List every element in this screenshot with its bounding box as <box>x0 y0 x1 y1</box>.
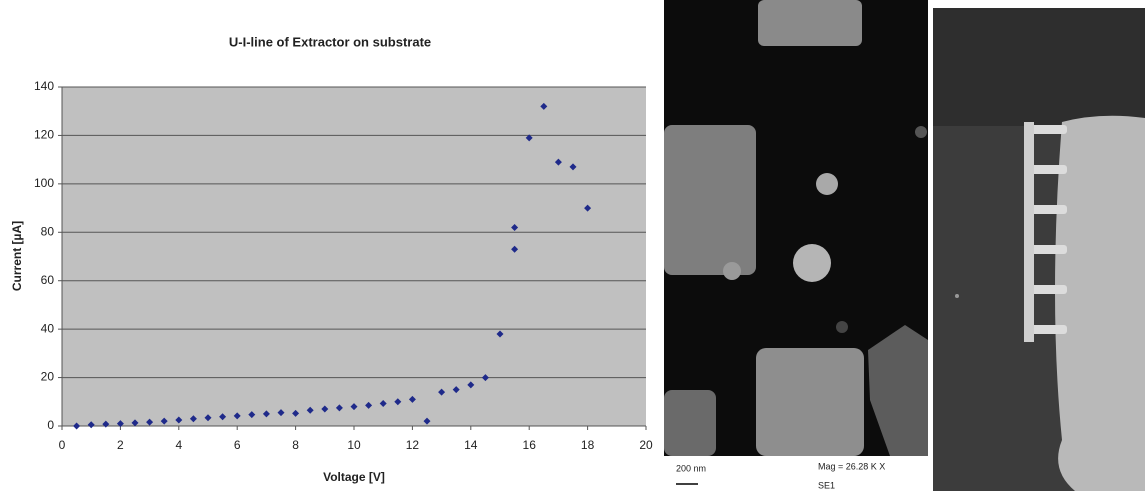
x-tick-label: 0 <box>59 438 66 452</box>
point <box>87 421 95 429</box>
x-tick-label: 16 <box>523 438 537 452</box>
y-tick-label: 40 <box>41 321 55 335</box>
y-tick-label: 80 <box>41 224 55 238</box>
point <box>335 404 343 412</box>
point <box>262 410 270 418</box>
point <box>116 420 124 428</box>
x-tick-label: 8 <box>292 438 299 452</box>
scale-bar-label: 200 nm <box>676 463 706 473</box>
magnification-label: Mag = 26.28 K X <box>818 461 885 471</box>
point <box>365 401 373 409</box>
point <box>306 406 314 414</box>
point <box>511 245 519 253</box>
point <box>467 381 475 389</box>
point <box>569 163 577 171</box>
point <box>189 415 197 423</box>
point <box>248 411 256 419</box>
point <box>496 330 504 338</box>
point <box>219 413 227 421</box>
chart-title: U-I-line of Extractor on substrate <box>229 34 431 49</box>
point <box>452 386 460 394</box>
point <box>525 134 533 142</box>
x-tick-label: 12 <box>406 438 420 452</box>
point <box>584 204 592 212</box>
x-tick-label: 6 <box>234 438 241 452</box>
point <box>292 409 300 417</box>
point <box>277 409 285 417</box>
x-tick-label: 10 <box>347 438 361 452</box>
y-tick-label: 0 <box>47 418 54 432</box>
detector-label: SE1 <box>818 480 835 490</box>
point <box>379 399 387 407</box>
plot-area <box>62 87 646 426</box>
y-tick-label: 20 <box>41 370 55 384</box>
x-tick-label: 4 <box>175 438 182 452</box>
point <box>350 403 358 411</box>
point <box>131 419 139 427</box>
point <box>408 395 416 403</box>
y-tick-label: 140 <box>34 79 54 93</box>
point <box>540 102 548 110</box>
point <box>233 412 241 420</box>
y-tick-label: 100 <box>34 176 54 190</box>
sem-image-side <box>933 8 1145 491</box>
point <box>73 422 81 430</box>
point <box>160 417 168 425</box>
point <box>423 417 431 425</box>
y-tick-label: 60 <box>41 273 55 287</box>
point <box>204 414 212 422</box>
point <box>394 398 402 406</box>
point <box>175 416 183 424</box>
sem-image-top: 200 nm Mag = 26.28 K X SE1 <box>664 0 928 491</box>
point <box>102 420 110 428</box>
x-axis-label: Voltage [V] <box>323 470 385 484</box>
point <box>146 418 154 426</box>
point <box>438 388 446 396</box>
y-axis-label: Current [µA] <box>10 221 24 291</box>
x-tick-label: 18 <box>581 438 595 452</box>
x-tick-label: 2 <box>117 438 124 452</box>
x-tick-label: 20 <box>639 438 653 452</box>
y-tick-label: 120 <box>34 128 54 142</box>
point <box>321 405 329 413</box>
x-tick-label: 14 <box>464 438 478 452</box>
point <box>481 374 489 382</box>
point <box>554 158 562 166</box>
point <box>511 223 519 231</box>
